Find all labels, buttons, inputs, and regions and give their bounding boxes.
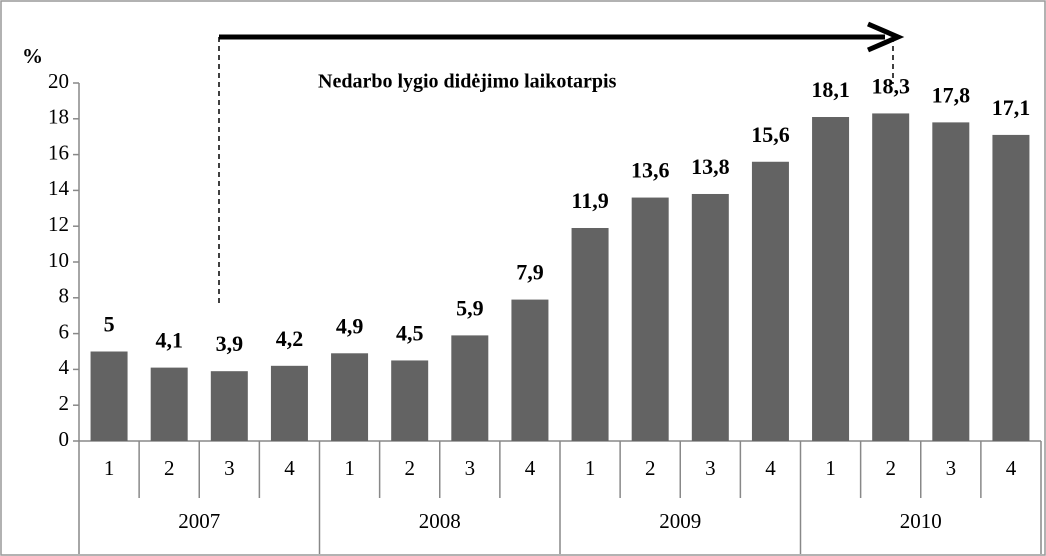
y-tick-label: 20 [48, 69, 69, 93]
x-tick-label: 4 [1006, 456, 1017, 480]
x-tick-label: 1 [825, 456, 836, 480]
bar [150, 367, 188, 441]
bar [210, 371, 248, 441]
x-tick-label: 2 [404, 456, 415, 480]
y-tick-label: 8 [59, 284, 70, 308]
x-tick-label: 2 [164, 456, 175, 480]
y-tick-label: 12 [48, 212, 69, 236]
bar [631, 197, 669, 441]
y-tick-label: 14 [48, 176, 70, 200]
data-label: 5,9 [456, 295, 484, 320]
x-tick-label: 4 [284, 456, 295, 480]
group-label: 2010 [900, 509, 942, 533]
data-label: 11,9 [571, 188, 608, 213]
x-tick-label: 1 [344, 456, 355, 480]
x-tick-label: 3 [224, 456, 235, 480]
y-tick-label: 0 [59, 427, 70, 451]
x-tick-label: 1 [104, 456, 115, 480]
data-label: 13,6 [631, 158, 670, 183]
annotation: Nedarbo lygio didėjimo laikotarpis [318, 71, 617, 93]
y-tick-label: 2 [59, 391, 70, 415]
bar [511, 299, 549, 441]
data-label: 18,3 [871, 73, 910, 98]
group-label: 2008 [419, 509, 461, 533]
bar [751, 161, 789, 441]
data-label: 3,9 [216, 331, 244, 356]
y-tick-label: 18 [48, 105, 69, 129]
bar [571, 227, 609, 441]
bar [812, 117, 850, 441]
data-label: 17,8 [932, 82, 971, 107]
data-label: 15,6 [751, 122, 790, 147]
bar [691, 193, 729, 441]
bar [872, 113, 910, 442]
y-tick-label: 4 [59, 355, 70, 379]
x-tick-label: 4 [525, 456, 536, 480]
bar [90, 351, 128, 441]
group-label: 2009 [659, 509, 701, 533]
y-tick-label: 6 [59, 319, 70, 343]
data-label: 4,1 [155, 328, 183, 353]
x-tick-label: 2 [885, 456, 896, 480]
data-label: 13,8 [691, 154, 730, 179]
data-label: 4,2 [276, 326, 304, 351]
x-tick-label: 3 [946, 456, 957, 480]
bar [451, 335, 489, 441]
arrow-head [867, 21, 905, 53]
bar [932, 122, 970, 441]
y-tick-label: 16 [48, 140, 69, 164]
x-tick-label: 3 [465, 456, 476, 480]
data-label: 4,9 [336, 313, 364, 338]
group-label: 2007 [178, 509, 220, 533]
data-label: 17,1 [992, 95, 1031, 120]
data-label: 7,9 [516, 260, 544, 285]
bar [270, 365, 308, 441]
data-label: 18,1 [811, 77, 850, 102]
x-tick-label: 4 [765, 456, 776, 480]
bar [331, 353, 369, 441]
data-label: 5 [104, 312, 115, 337]
x-tick-label: 1 [585, 456, 596, 480]
x-tick-label: 3 [705, 456, 716, 480]
y-tick-label: 10 [48, 248, 69, 272]
bar [992, 134, 1030, 441]
y-axis-label: % [22, 44, 43, 68]
x-tick-label: 2 [645, 456, 656, 480]
data-label: 4,5 [396, 320, 424, 345]
bar [391, 360, 429, 441]
